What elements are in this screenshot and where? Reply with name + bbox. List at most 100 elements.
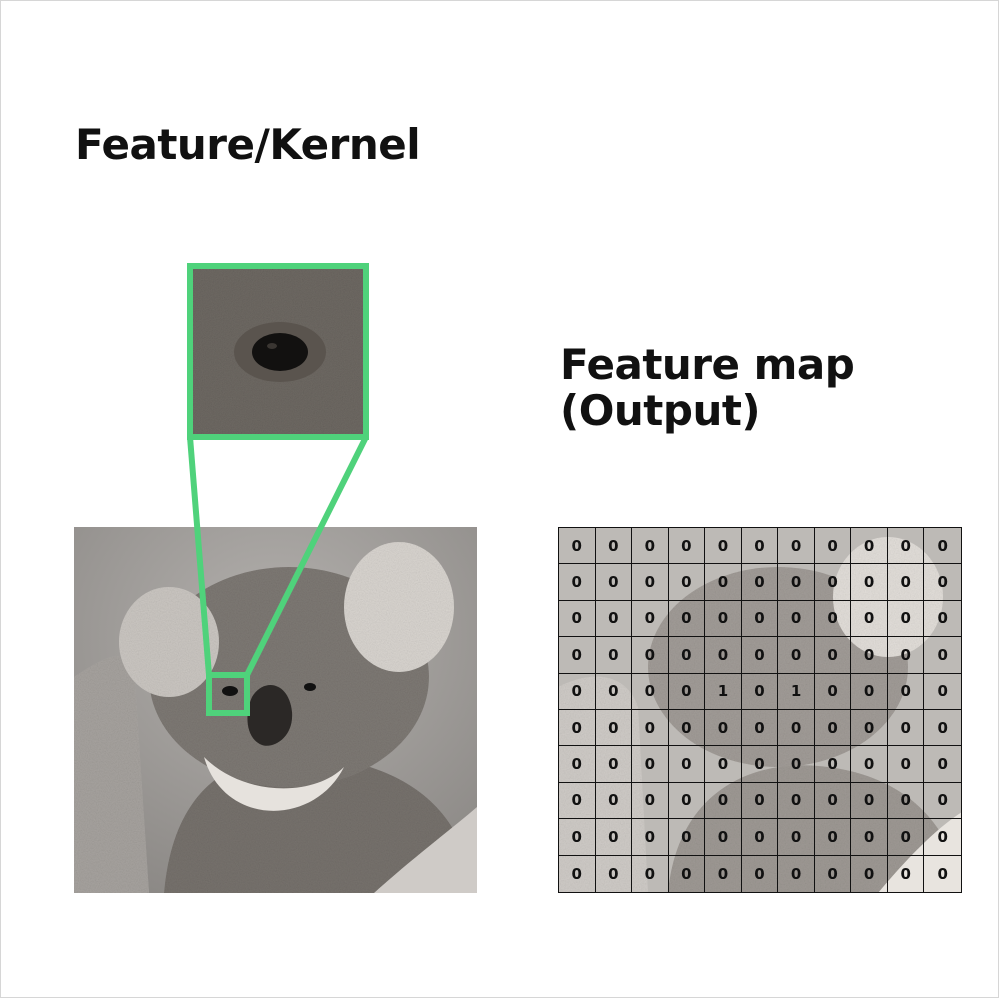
feature-map-cell: 0 [705,782,742,820]
feature-map-cell: 0 [814,528,852,565]
feature-map-cell: 0 [669,855,706,892]
feature-map-cell: 0 [559,673,596,710]
feature-map-cell: 0 [937,864,948,883]
feature-map-cell: 0 [595,600,633,638]
koala-photo [74,527,477,893]
feature-map-cell: 0 [741,600,779,638]
feature-map-cell: 0 [778,782,815,820]
feature-map-cell: 0 [632,564,669,601]
feature-map-cell: 0 [595,673,633,710]
feature-map-cell: 0 [559,746,596,783]
feature-map-cell: 0 [778,746,815,783]
feature-map-cell: 0 [559,782,596,820]
connector-right [244,435,369,677]
feature-map-cell: 0 [887,564,925,601]
feature-map-cell: 0 [924,564,961,601]
feature-map-cell: 0 [632,855,669,892]
feature-map-cell: 0 [668,600,706,638]
feature-map-cell: 0 [596,855,633,892]
kernel-source-box [206,672,250,716]
feature-map-cell: 0 [595,528,633,565]
feature-map-cell: 0 [815,855,852,892]
feature-map-title: Feature map (Output) [560,340,855,435]
feature-map-cell: 0 [924,710,961,747]
feature-map-cell: 0 [595,746,633,783]
feature-map-cell: 0 [814,637,852,674]
feature-map-cell: 0 [632,673,669,710]
feature-map-cell: 0 [851,855,888,892]
feature-map-cell: 0 [668,710,706,747]
feature-map-cell: 0 [705,710,742,747]
feature-map-cell: 0 [595,710,633,747]
feature-map-cell: 0 [887,710,925,747]
feature-map-cell: 0 [778,528,815,565]
feature-map-cell: 0 [741,710,779,747]
feature-map-cell: 0 [741,528,779,565]
feature-map-cell: 1 [778,673,815,710]
feature-map-cell: 0 [887,746,925,783]
feature-map-cell: 0 [778,855,815,892]
feature-map-cell: 0 [814,782,852,820]
feature-map-cell: 0 [924,819,961,856]
feature-map-cell: 0 [705,746,742,783]
feature-map-cell: 0 [887,600,925,638]
feature-map-cell: 0 [814,746,852,783]
feature-map-cell: 0 [851,637,888,674]
feature-map-cell: 0 [632,528,669,565]
feature-map-cell: 0 [741,673,779,710]
feature-map-cell: 0 [559,855,596,892]
connector-left [187,436,212,676]
feature-map-cell: 0 [668,528,706,565]
feature-map-cell: 0 [742,855,779,892]
feature-map-cell: 0 [851,782,888,820]
feature-map-cell: 0 [705,564,742,601]
feature-map-cell: 0 [595,819,633,856]
feature-map-cell: 0 [778,564,815,601]
feature-map-cell: 0 [705,528,742,565]
feature-map-cell: 0 [851,600,888,638]
feature-map-cell: 0 [814,673,852,710]
feature-map-cell: 0 [741,637,779,674]
feature-map-cell: 0 [924,783,961,820]
feature-map-cell: 0 [778,710,815,747]
feature-map-cell: 0 [924,528,961,565]
feature-map-cell: 0 [851,528,888,565]
feature-map-cell: 0 [924,601,961,638]
feature-map-cell: 0 [741,564,779,601]
feature-map-cell: 0 [595,564,633,601]
feature-map-cell: 0 [559,819,596,856]
feature-map-cell: 0 [741,819,779,856]
feature-map-cell: 0 [559,600,596,638]
feature-map-cell: 0 [741,746,779,783]
feature-map-cell: 0 [632,710,669,747]
feature-map-cell: 0 [632,819,669,856]
feature-map-cell: 0 [632,637,669,674]
feature-map-cell: 0 [924,674,961,710]
feature-map-cell: 0 [778,600,815,638]
feature-map-cell: 0 [632,600,669,638]
feature-map-cell: 0 [705,819,742,856]
feature-map-title-line-1: Feature map [560,340,855,389]
feature-map-cell: 0 [924,746,961,783]
feature-map-cell: 0 [632,746,669,783]
feature-map-cell: 0 [778,637,815,674]
feature-map-cell: 0 [668,746,706,783]
feature-map-cell: 0 [851,564,888,601]
feature-map-cell: 0 [887,637,925,674]
feature-map-title-line-2: (Output) [560,386,761,435]
feature-map-cell: 1 [705,673,742,710]
feature-map-cell: 0 [814,600,852,638]
feature-map-cell: 0 [814,564,852,601]
feature-map-cell: 0 [851,746,888,783]
feature-map-cell: 0 [887,528,925,565]
kernel-zoom-box [187,263,369,440]
feature-map-cell: 0 [887,673,925,710]
feature-map-cell: 0 [741,782,779,820]
feature-map-cell: 0 [559,710,596,747]
feature-map-cell: 0 [632,782,669,820]
koala-eye-closeup [188,264,368,439]
feature-map-cell: 0 [559,564,596,601]
